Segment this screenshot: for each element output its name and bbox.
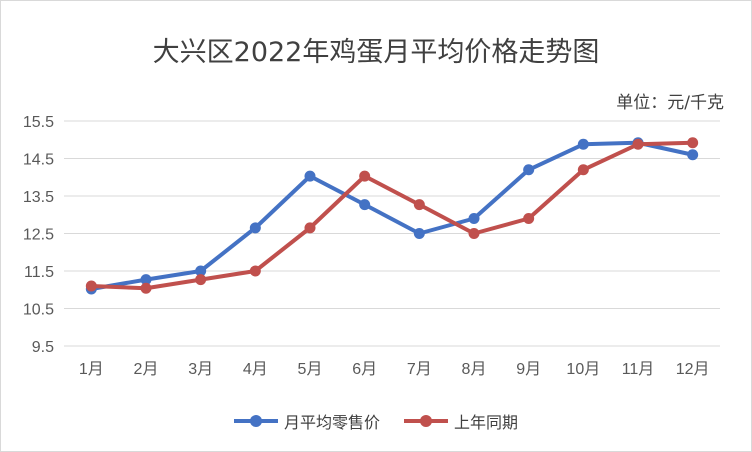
data-point[interactable] (195, 274, 207, 286)
x-axis-ticks: 1月 2月 3月 4月 5月 6月 7月 8月 9月 10月 11月 12月 (79, 361, 710, 378)
data-point[interactable] (249, 265, 261, 277)
series-1 (85, 137, 699, 294)
gridlines (64, 120, 720, 347)
x-tick-label: 1月 (79, 361, 104, 378)
x-tick-label: 12月 (676, 361, 710, 378)
x-tick-label: 2月 (134, 361, 159, 378)
x-tick-label: 8月 (462, 361, 487, 378)
x-tick-label: 5月 (298, 361, 323, 378)
data-point[interactable] (85, 280, 97, 292)
chart-title: 大兴区2022年鸡蛋月平均价格走势图 (152, 37, 600, 68)
x-tick-label: 11月 (622, 361, 655, 378)
y-tick-label: 12.5 (23, 227, 54, 244)
x-tick-label: 7月 (407, 361, 432, 378)
data-point[interactable] (577, 138, 589, 150)
series-group (85, 137, 699, 295)
y-tick-label: 9.5 (32, 339, 54, 356)
y-tick-label: 10.5 (23, 302, 54, 319)
legend-swatch-retail (233, 414, 278, 428)
legend: 月平均零售价 上年同期 (0, 409, 752, 433)
unit-label: 单位：元/千克 (616, 93, 724, 113)
x-tick-label: 3月 (188, 361, 213, 378)
y-tick-label: 13.5 (23, 189, 54, 206)
series-line (91, 140, 693, 291)
data-point[interactable] (687, 149, 699, 161)
x-tick-label: 4月 (243, 361, 268, 378)
data-point[interactable] (468, 213, 480, 224)
data-point[interactable] (687, 137, 699, 149)
x-tick-label: 6月 (352, 361, 377, 378)
legend-item-last-year[interactable]: 上年同期 (404, 409, 518, 433)
legend-item-retail[interactable]: 月平均零售价 (233, 409, 380, 433)
y-tick-label: 14.5 (23, 152, 54, 169)
data-point[interactable] (359, 170, 371, 182)
x-tick-label: 9月 (516, 361, 541, 378)
data-point[interactable] (195, 265, 207, 277)
data-point[interactable] (249, 222, 261, 234)
data-point[interactable] (468, 228, 480, 239)
data-point[interactable] (523, 213, 535, 224)
y-tick-label: 15.5 (23, 114, 54, 131)
data-point[interactable] (304, 170, 316, 182)
x-tick-label: 10月 (566, 361, 600, 378)
data-point[interactable] (140, 282, 152, 294)
data-point[interactable] (413, 199, 425, 211)
data-point[interactable] (304, 222, 316, 234)
legend-label-retail: 月平均零售价 (283, 413, 380, 432)
data-point[interactable] (140, 274, 152, 286)
data-point[interactable] (523, 164, 535, 176)
legend-swatch-last-year (404, 414, 448, 428)
y-tick-label: 11.5 (24, 264, 54, 281)
legend-label-last-year: 上年同期 (454, 413, 519, 432)
data-point[interactable] (413, 228, 425, 239)
data-point[interactable] (577, 164, 589, 176)
data-point[interactable] (632, 138, 644, 150)
series-line (90, 140, 694, 291)
data-point[interactable] (359, 199, 371, 211)
y-axis-ticks: 15.5 14.5 13.5 12.5 11.5 10.5 9.5 (23, 114, 54, 356)
